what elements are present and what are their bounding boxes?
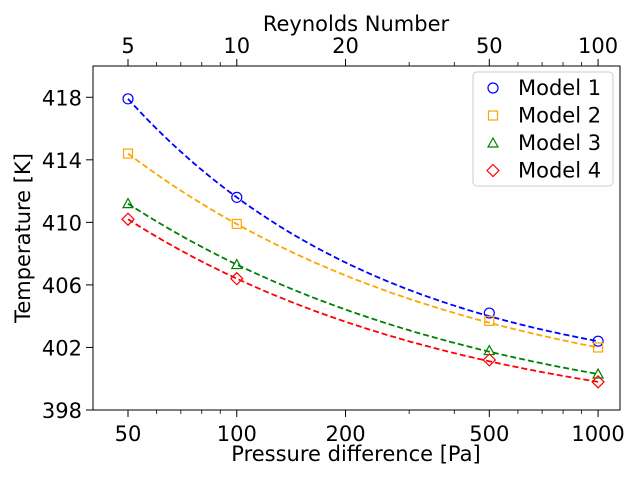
x-tick-label: 50 (115, 422, 142, 446)
data-point (122, 93, 134, 105)
legend-marker (486, 163, 500, 178)
top-tick-label: 50 (476, 34, 503, 58)
data-point (229, 271, 244, 286)
fit-curve (127, 202, 599, 375)
data-point (592, 335, 604, 347)
plot-frame (92, 65, 621, 411)
legend-label: Model 1 (518, 76, 601, 100)
data-point (122, 148, 134, 159)
x-tick-label: 200 (325, 422, 365, 446)
x-tick-label: 500 (469, 422, 509, 446)
data-point (483, 307, 495, 319)
y-tick-label: 410 (42, 211, 82, 235)
legend: Model 1 Model 2 Model 3 Model 4 (472, 71, 614, 187)
data-point (231, 218, 242, 230)
data-point (230, 258, 243, 270)
data-point (121, 197, 135, 209)
x-tick-label: 1000 (571, 422, 624, 446)
top-tick-label: 10 (223, 34, 250, 58)
x-axis-label: Pressure difference [Pa] (231, 442, 480, 466)
data-point (231, 191, 243, 203)
data-point (592, 342, 604, 353)
y-axis-label: Temperature [K] (11, 153, 35, 324)
y-tick-label: 418 (42, 86, 82, 110)
top-tick-label: 20 (332, 34, 359, 58)
data-point (591, 375, 605, 389)
data-point (484, 315, 495, 326)
legend-label: Model 2 (518, 104, 601, 128)
legend-frame (472, 71, 614, 187)
legend-label: Model 4 (518, 159, 601, 183)
data-point (121, 212, 135, 227)
data-point (592, 367, 605, 379)
top-tick-label: 100 (578, 34, 618, 58)
legend-marker (487, 82, 499, 94)
data-point (482, 353, 497, 367)
legend-marker (486, 136, 500, 148)
legend-marker (487, 110, 499, 121)
y-tick-label: 414 (42, 149, 82, 173)
y-tick-label: 398 (42, 399, 82, 423)
legend-label: Model 3 (518, 131, 601, 155)
fit-curve (127, 152, 599, 349)
y-tick-label: 402 (42, 336, 82, 360)
top-tick-label: 5 (121, 34, 134, 58)
y-tick-label: 406 (42, 274, 82, 298)
x-tick-label: 100 (217, 422, 257, 446)
fit-curve (127, 98, 599, 343)
fit-curve (127, 218, 599, 383)
top-axis-label: Reynolds Number (263, 12, 450, 36)
